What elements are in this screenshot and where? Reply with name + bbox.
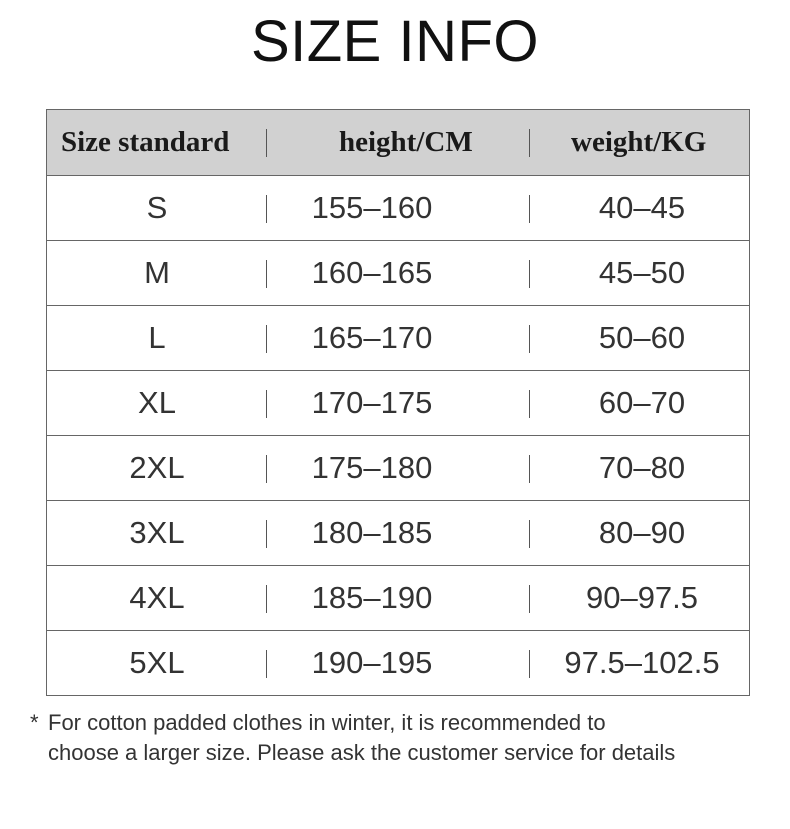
- column-divider: [266, 325, 267, 353]
- size-cell: L: [148, 320, 166, 355]
- weight-cell: 97.5–102.5: [564, 645, 720, 680]
- header-size: Size standard: [61, 126, 230, 158]
- size-cell: XL: [138, 385, 176, 420]
- height-cell: 190–195: [311, 645, 433, 680]
- weight-cell: 90–97.5: [585, 580, 699, 615]
- column-divider: [529, 520, 530, 548]
- column-divider: [529, 325, 530, 353]
- column-divider: [266, 390, 267, 418]
- height-cell: 185–190: [311, 580, 433, 615]
- weight-cell: 70–80: [598, 450, 686, 485]
- height-cell: 180–185: [311, 515, 433, 550]
- size-cell: 4XL: [129, 580, 185, 615]
- height-cell: 170–175: [311, 385, 433, 420]
- column-divider: [266, 455, 267, 483]
- column-divider: [529, 585, 530, 613]
- column-divider: [529, 129, 530, 157]
- column-divider: [529, 390, 530, 418]
- header-weight: weight/KG: [571, 126, 707, 158]
- footnote-line-1: For cotton padded clothes in winter, it …: [48, 710, 606, 735]
- table-row: 3XL 180–185 80–90: [47, 500, 749, 565]
- weight-cell: 40–45: [598, 190, 686, 225]
- size-cell: 5XL: [129, 645, 185, 680]
- page-title: SIZE INFO: [250, 9, 540, 74]
- size-cell: 2XL: [129, 450, 185, 485]
- column-divider: [266, 650, 267, 678]
- table-header: Size standard height/CM weight/KG: [47, 110, 749, 175]
- height-cell: 155–160: [311, 190, 433, 225]
- weight-cell: 45–50: [598, 255, 686, 290]
- height-cell: 160–165: [311, 255, 433, 290]
- column-divider: [529, 260, 530, 288]
- asterisk: *: [30, 710, 39, 735]
- weight-cell: 80–90: [598, 515, 686, 550]
- column-divider: [529, 455, 530, 483]
- weight-cell: 50–60: [598, 320, 686, 355]
- table-row: 4XL 185–190 90–97.5: [47, 565, 749, 630]
- size-cell: S: [146, 190, 168, 225]
- footnote: * For cotton padded clothes in winter, it…: [30, 708, 675, 768]
- table-row: XL 170–175 60–70: [47, 370, 749, 435]
- table-row: L 165–170 50–60: [47, 305, 749, 370]
- column-divider: [266, 260, 267, 288]
- table-row: S 155–160 40–45: [47, 175, 749, 240]
- column-divider: [266, 195, 267, 223]
- table-row: 2XL 175–180 70–80: [47, 435, 749, 500]
- column-divider: [266, 520, 267, 548]
- footnote-line-2: choose a larger size. Please ask the cus…: [48, 740, 676, 765]
- size-cell: M: [144, 255, 170, 290]
- column-divider: [266, 585, 267, 613]
- size-cell: 3XL: [129, 515, 185, 550]
- height-cell: 175–180: [311, 450, 433, 485]
- column-divider: [266, 129, 267, 157]
- header-height: height/CM: [339, 126, 473, 158]
- column-divider: [529, 650, 530, 678]
- table-row: M 160–165 45–50: [47, 240, 749, 305]
- table-row: 5XL 190–195 97.5–102.5: [47, 630, 749, 695]
- weight-cell: 60–70: [598, 385, 686, 420]
- size-table: Size standard height/CM weight/KG S 155–1…: [46, 109, 750, 696]
- column-divider: [529, 195, 530, 223]
- height-cell: 165–170: [311, 320, 433, 355]
